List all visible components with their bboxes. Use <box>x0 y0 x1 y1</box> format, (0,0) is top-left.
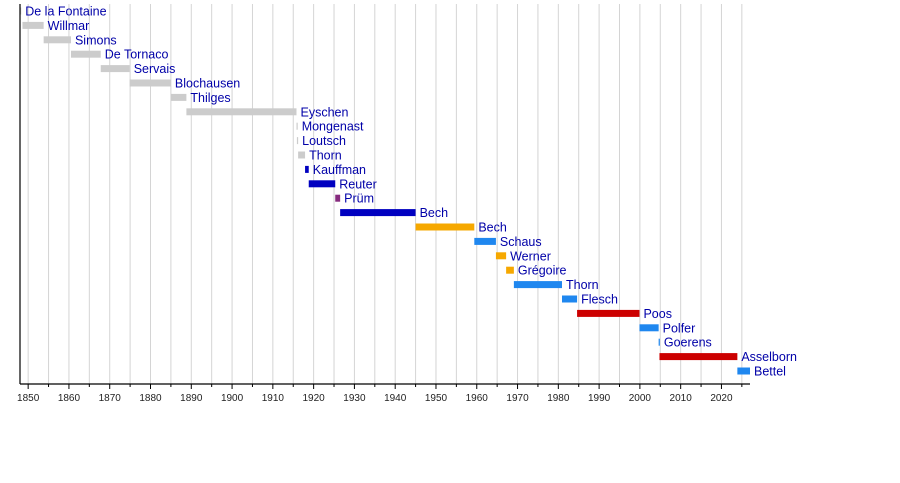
bar <box>20 7 22 15</box>
bar-label: Thilges <box>190 91 230 105</box>
bar-label: Thorn <box>309 149 342 163</box>
bar <box>70 50 101 58</box>
bar-label: Eyschen <box>301 105 349 119</box>
tick-label: 1940 <box>384 393 407 404</box>
bar <box>305 165 309 173</box>
bar-label: Reuter <box>339 177 377 191</box>
tick-label: 1850 <box>17 393 40 404</box>
bar <box>577 309 640 317</box>
bar-label: Kauffman <box>313 163 366 177</box>
bar <box>474 237 496 245</box>
bar-label: Simons <box>75 33 117 47</box>
gridlines <box>27 4 743 384</box>
bar <box>561 295 578 303</box>
bar-label: Polfer <box>663 321 696 335</box>
tick-label: 1930 <box>343 393 366 404</box>
bar-label: Bech <box>478 221 507 235</box>
tick-label: 1880 <box>139 393 162 404</box>
tick-label: 1860 <box>58 393 81 404</box>
bar <box>495 252 507 260</box>
bar-label: Werner <box>510 249 551 263</box>
tick-label: 1980 <box>547 393 570 404</box>
bar-label: Prüm <box>344 192 374 206</box>
bar-label: Flesch <box>581 293 618 307</box>
bar <box>335 194 341 202</box>
tick-label: 2020 <box>710 393 733 404</box>
bar <box>43 36 71 44</box>
tick-label: 1870 <box>99 393 122 404</box>
bar <box>506 266 514 274</box>
tick-label: 2010 <box>670 393 693 404</box>
tick-label: 1950 <box>425 393 448 404</box>
bar <box>170 93 187 101</box>
tick-label: 1990 <box>588 393 611 404</box>
bar <box>513 281 562 289</box>
bar-label: Mongenast <box>302 120 364 134</box>
bar <box>340 209 416 217</box>
bar <box>639 324 659 332</box>
bar <box>100 65 130 73</box>
bar-label: Bech <box>420 206 449 220</box>
bar-label: Blochausen <box>175 77 240 91</box>
bar-label: De la Fontaine <box>25 5 106 19</box>
bar-label: Schaus <box>500 235 542 249</box>
bar <box>296 137 299 145</box>
bar-label: Poos <box>643 307 672 321</box>
bar-label: Loutsch <box>302 134 346 148</box>
bar <box>22 21 44 29</box>
tick-label: 1960 <box>466 393 489 404</box>
bar-label: Asselborn <box>741 350 797 364</box>
tick-label: 1920 <box>303 393 326 404</box>
bar-label: De Tornaco <box>105 48 169 62</box>
bar <box>298 151 306 159</box>
bar-label: Thorn <box>566 278 599 292</box>
tick-label: 1890 <box>180 393 203 404</box>
bar-label: Goerens <box>664 336 712 350</box>
bar <box>659 353 738 361</box>
bar <box>186 108 297 116</box>
tick-label: 1900 <box>221 393 244 404</box>
bar <box>415 223 475 231</box>
bar-label: Servais <box>134 62 176 76</box>
tick-label: 1970 <box>506 393 529 404</box>
tick-label: 2000 <box>629 393 652 404</box>
bar <box>308 180 336 188</box>
bar-label: Grégoire <box>518 264 567 278</box>
bar-label: Bettel <box>754 365 786 379</box>
bar-label: Willmar <box>48 19 90 33</box>
tick-label: 1910 <box>262 393 285 404</box>
bar <box>296 122 298 130</box>
x-axis: 1850 1860 1870 1880 1890 1900 1910 1920 1930 1940… <box>17 4 750 404</box>
bar <box>129 79 171 87</box>
bar <box>658 338 660 346</box>
bar <box>737 367 750 375</box>
